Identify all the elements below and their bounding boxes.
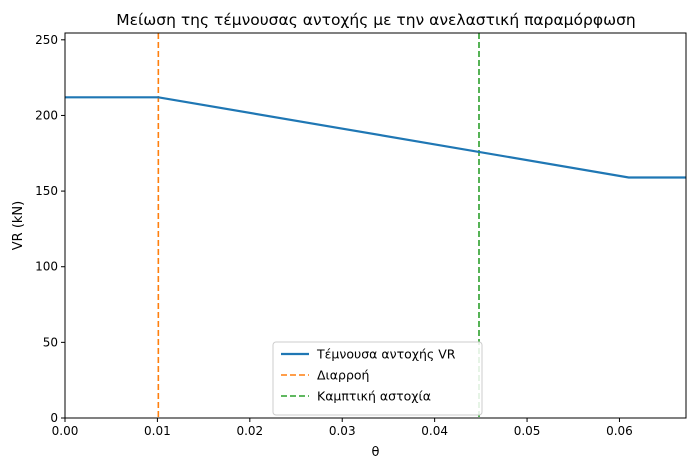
plot-frame (64, 32, 687, 419)
x-tick-label: 0.06 (606, 424, 633, 438)
x-tick-label: 0.05 (514, 424, 541, 438)
y-tick-label: 0 (50, 411, 58, 425)
legend: Τέμνουσα αντοχής VR Διαρροή Καμπτική αστοχ… (272, 341, 483, 416)
legend-label: Τέμνουσα αντοχής VR (316, 347, 456, 362)
legend-label: Καμπτική αστοχία (317, 389, 431, 404)
x-tick-label: 0.02 (236, 424, 263, 438)
y-axis: 0 50 100 150 200 250 (35, 33, 65, 425)
y-tick-label: 250 (35, 33, 58, 47)
y-tick-label: 100 (35, 260, 58, 274)
x-axis-label: θ (372, 445, 380, 460)
x-tick-label: 0.03 (329, 424, 356, 438)
x-tick-label: 0.01 (144, 424, 171, 438)
y-axis-label: VR (kN) (11, 201, 26, 250)
y-tick-label: 150 (35, 184, 58, 198)
y-tick-label: 50 (43, 335, 58, 349)
x-axis: 0.00 0.01 0.02 0.03 0.04 0.05 0.06 (52, 418, 633, 438)
legend-label: Διαρροή (317, 368, 369, 383)
x-tick-label: 0.00 (52, 424, 79, 438)
series-line-0 (65, 96, 686, 179)
x-tick-label: 0.04 (421, 424, 448, 438)
chart-title: Μείωση της τέμνουσας αντοχής με την ανελ… (116, 11, 635, 29)
y-tick-label: 200 (35, 108, 58, 122)
legend-box (272, 341, 483, 416)
